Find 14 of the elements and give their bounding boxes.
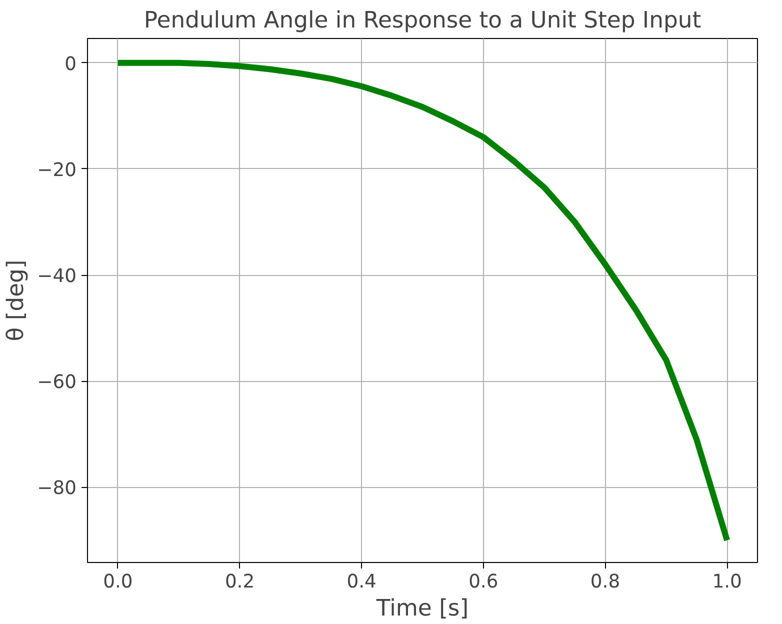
y-axis-title: θ [deg] <box>3 260 30 342</box>
x-tick-label: 0.2 <box>224 572 255 592</box>
y-tick-label: −20 <box>37 160 77 181</box>
x-tick-label: 0.8 <box>590 572 620 592</box>
x-tick-label: 0.4 <box>346 572 376 592</box>
y-tick-label: 0 <box>64 54 77 75</box>
y-tick-label: −40 <box>37 266 77 288</box>
x-tick-label: 1.0 <box>712 572 742 592</box>
y-tick-label: −80 <box>37 478 77 500</box>
x-axis-title: Time [s] <box>375 596 469 622</box>
y-tick-label: −60 <box>37 372 77 394</box>
x-tick-label: 0.0 <box>103 572 133 592</box>
chart-title: Pendulum Angle in Response to a Unit Step Input <box>144 8 702 34</box>
x-tick-label: 0.6 <box>468 572 498 592</box>
